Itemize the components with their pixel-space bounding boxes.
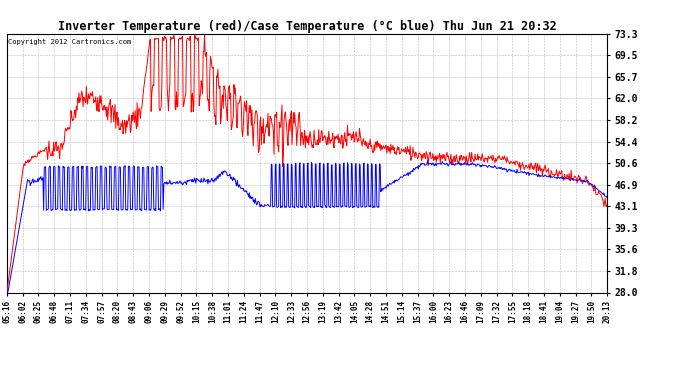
Text: Copyright 2012 Cartronics.com: Copyright 2012 Cartronics.com bbox=[8, 39, 131, 45]
Title: Inverter Temperature (red)/Case Temperature (°C blue) Thu Jun 21 20:32: Inverter Temperature (red)/Case Temperat… bbox=[58, 20, 556, 33]
